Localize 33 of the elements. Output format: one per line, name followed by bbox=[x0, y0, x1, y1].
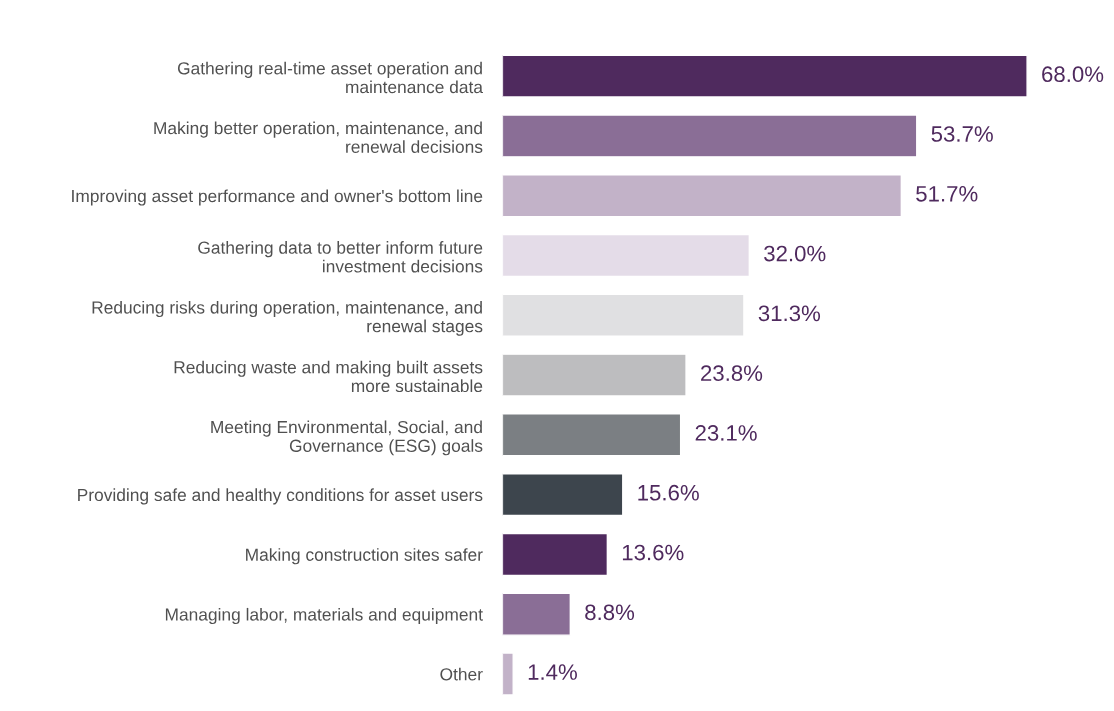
bar bbox=[502, 473, 624, 517]
data-label: 23.1% bbox=[695, 425, 757, 441]
y-tick-label: Reducing risks during operation, maintenance, and renewal stages bbox=[92, 300, 483, 336]
bar bbox=[502, 293, 745, 337]
y-tick-label: Improving asset performance and owner's bottom line bbox=[72, 189, 483, 206]
bar bbox=[502, 413, 682, 457]
data-label: 53.7% bbox=[931, 126, 993, 142]
bar bbox=[502, 174, 903, 218]
bar bbox=[502, 592, 572, 636]
data-label: 15.6% bbox=[638, 484, 699, 501]
bar bbox=[502, 532, 609, 577]
bar bbox=[502, 353, 687, 397]
y-tick-label: Making better operation, maintenance, and renewal decisions bbox=[154, 121, 483, 153]
y-tick-label: Managing labor, materials and equipment bbox=[165, 607, 483, 625]
y-tick-label: Making construction sites safer bbox=[246, 548, 483, 565]
y-tick-label: Gathering real-time asset operation and maintenance data bbox=[177, 61, 483, 94]
data-label: 23.8% bbox=[701, 365, 763, 382]
data-label: 31.3% bbox=[758, 305, 821, 322]
data-label: 51.7% bbox=[916, 186, 978, 202]
data-label: 13.6% bbox=[622, 544, 684, 561]
data-label: 32.0% bbox=[764, 245, 826, 262]
y-tick-label: Reducing waste and making built assets more sustainable bbox=[174, 360, 483, 393]
bar bbox=[502, 114, 918, 158]
y-tick-label: Providing safe and healthy conditions for asset users bbox=[78, 488, 483, 505]
data-label: 68.0% bbox=[1042, 66, 1104, 83]
y-tick-label: Gathering data to better inform future investment decisions bbox=[198, 241, 483, 273]
y-tick-label: Other bbox=[440, 667, 483, 681]
data-label: 1.4% bbox=[528, 664, 577, 680]
data-label: 8.8% bbox=[585, 604, 635, 621]
bar bbox=[502, 54, 1028, 98]
y-tick-label: Meeting Environmental, Social, and Governance (ESG) goals bbox=[211, 420, 483, 456]
bar bbox=[502, 233, 751, 278]
bar bbox=[502, 652, 514, 696]
